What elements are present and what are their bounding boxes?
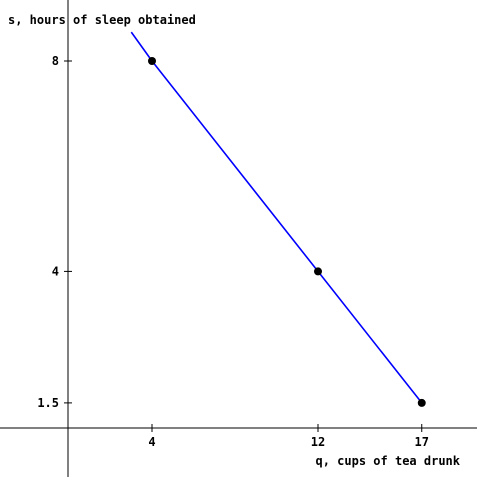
data-point-2 xyxy=(418,399,426,407)
series-line-0 xyxy=(131,32,422,403)
data-point-0 xyxy=(148,57,156,65)
data-point-1 xyxy=(314,267,322,275)
y-tick-label-4: 4 xyxy=(52,264,59,278)
x-tick-label-17: 17 xyxy=(415,435,429,449)
y-axis-label: s, hours of sleep obtained xyxy=(8,13,196,27)
x-axis-label: q, cups of tea drunk xyxy=(316,454,461,468)
series-layer xyxy=(131,32,422,403)
x-tick-label-4: 4 xyxy=(148,435,155,449)
y-tick-label-8: 8 xyxy=(52,54,59,68)
x-tick-label-12: 12 xyxy=(311,435,325,449)
ticks: 4 12 17 1.5 4 8 xyxy=(37,54,429,449)
y-tick-label-1-5: 1.5 xyxy=(37,396,59,410)
